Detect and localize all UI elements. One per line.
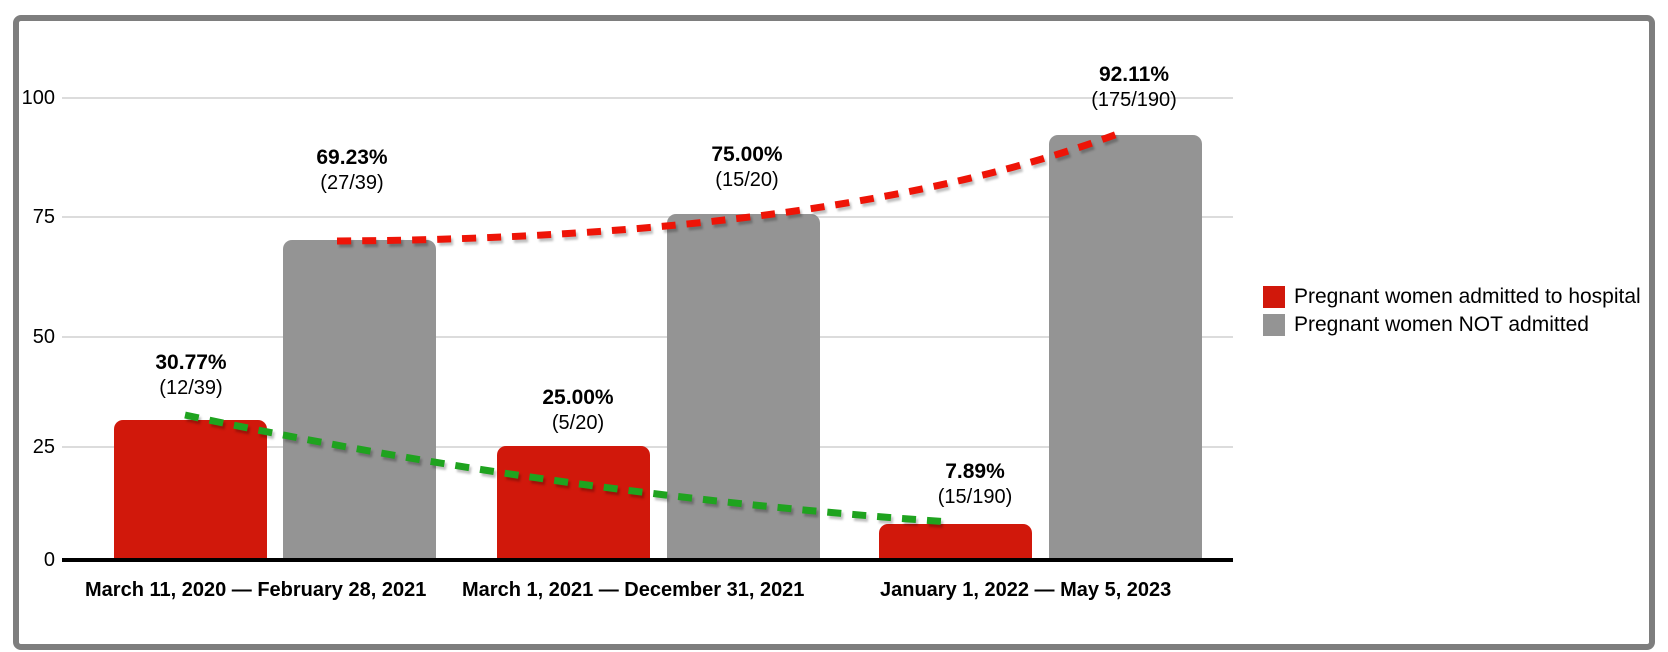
bar-label-not-admitted-group1: 69.23% (27/39) — [316, 145, 387, 196]
bar-label-not-admitted-group2: 75.00% (15/20) — [711, 142, 782, 193]
y-axis-tick-label: 50 — [32, 326, 55, 348]
y-axis-tick-label: 25 — [32, 436, 55, 458]
gridline — [62, 97, 1233, 99]
bar-not-admitted-group1[interactable] — [283, 240, 436, 560]
bar-not-admitted-group3[interactable] — [1049, 135, 1202, 560]
x-axis-category-label: March 11, 2020 — February 28, 2021 — [85, 579, 427, 601]
bar-admitted-group3[interactable] — [879, 524, 1032, 560]
y-axis-tick-label: 75 — [32, 206, 55, 228]
legend: Pregnant women admitted to hospital Pregn… — [1263, 286, 1641, 342]
legend-item-admitted: Pregnant women admitted to hospital — [1263, 286, 1641, 308]
bar-admitted-group1[interactable] — [114, 420, 267, 560]
legend-label-not-admitted: Pregnant women NOT admitted — [1294, 313, 1589, 336]
bar-label-admitted-group3: 7.89% (15/190) — [938, 459, 1013, 510]
bar-value-label: 7.89% — [945, 460, 1005, 483]
bar-fraction-label: (5/20) — [551, 412, 605, 434]
bar-label-not-admitted-group3: 92.11% (175/190) — [1091, 62, 1177, 113]
bar-fraction-label: (15/190) — [937, 486, 1013, 508]
x-axis-category-label: January 1, 2022 — May 5, 2023 — [880, 579, 1172, 601]
bar-fraction-label: (15/20) — [715, 169, 779, 191]
bar-admitted-group2[interactable] — [497, 446, 650, 560]
y-axis-tick-label: 0 — [43, 549, 55, 571]
legend-swatch-admitted — [1263, 286, 1285, 308]
bar-value-label: 30.77% — [155, 351, 227, 374]
bar-label-admitted-group1: 30.77% (12/39) — [155, 350, 226, 401]
bar-fraction-label: (175/190) — [1091, 89, 1177, 111]
legend-item-not-admitted: Pregnant women NOT admitted — [1263, 314, 1641, 336]
bar-not-admitted-group2[interactable] — [667, 214, 820, 560]
bar-value-label: 92.11% — [1098, 63, 1170, 86]
bar-label-admitted-group2: 25.00% (5/20) — [542, 385, 613, 436]
bar-value-label: 25.00% — [542, 386, 614, 409]
bar-value-label: 75.00% — [711, 143, 783, 166]
bar-value-label: 69.23% — [316, 146, 388, 169]
legend-swatch-not-admitted — [1263, 314, 1285, 336]
legend-label-admitted: Pregnant women admitted to hospital — [1294, 285, 1641, 308]
x-axis-category-label: March 1, 2021 — December 31, 2021 — [462, 579, 805, 601]
bar-fraction-label: (12/39) — [159, 377, 223, 399]
gridline — [62, 336, 1233, 338]
y-axis-tick-label: 100 — [21, 87, 55, 109]
x-axis-line — [62, 558, 1233, 562]
bar-fraction-label: (27/39) — [320, 172, 384, 194]
